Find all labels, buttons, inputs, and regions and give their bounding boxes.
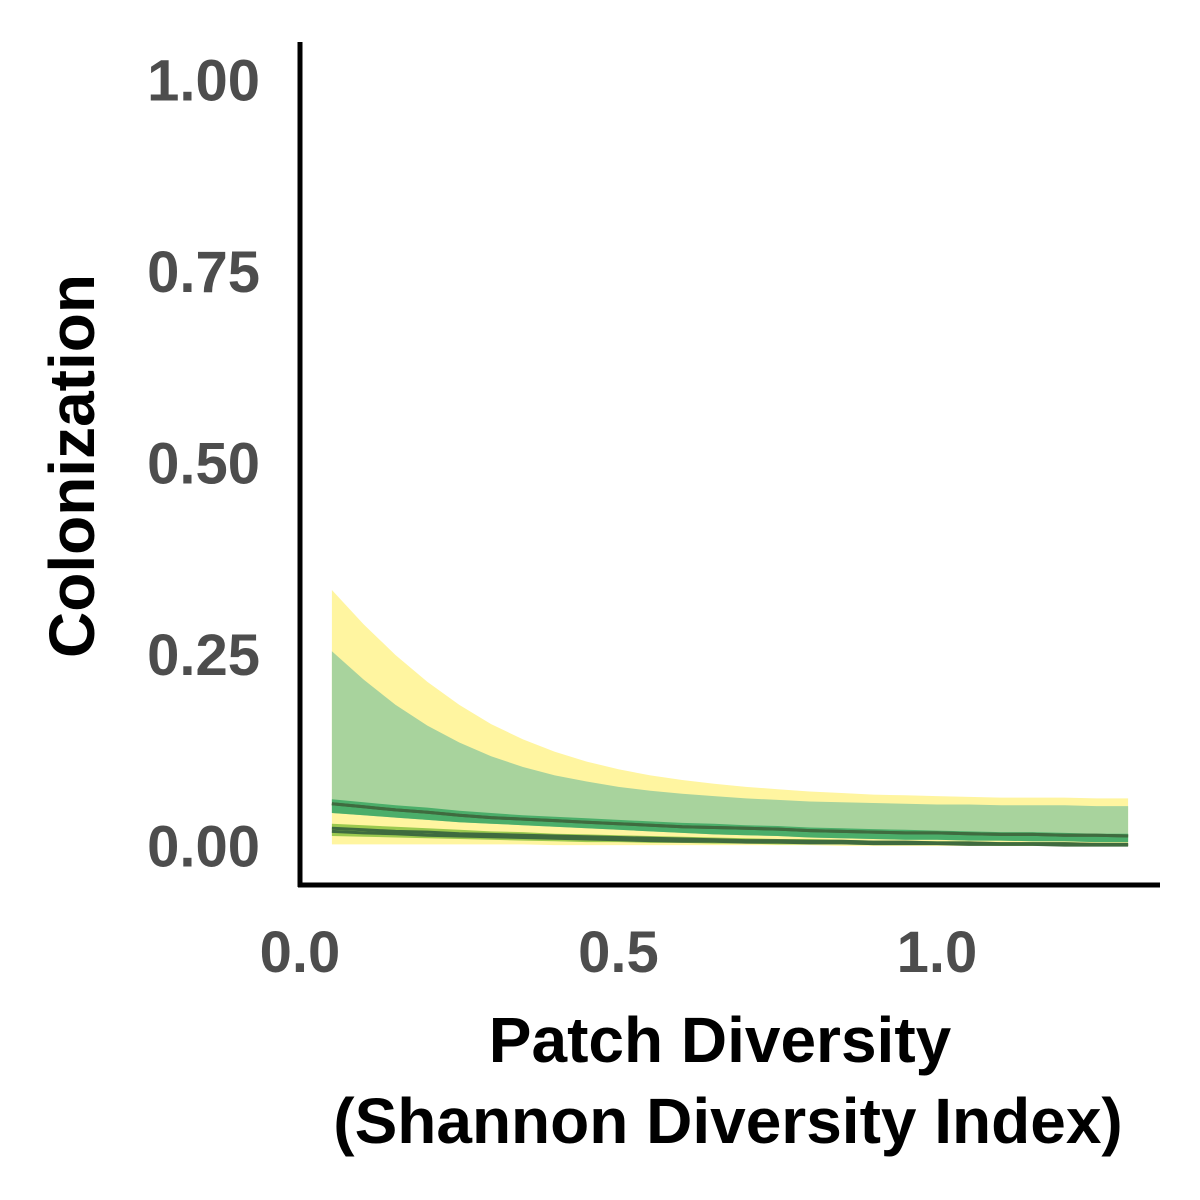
confidence-bands [331, 590, 1129, 846]
y-tick-label: 0.75 [147, 240, 260, 305]
fit-line-3 [331, 802, 1129, 838]
y-axis-title: Colonization [36, 274, 108, 658]
fit-line-4 [331, 829, 1129, 847]
y-tick-label: 0.50 [147, 432, 260, 497]
x-tick-label: 0.5 [578, 920, 659, 985]
confidence-band-4 [331, 823, 1129, 846]
fit-lines [331, 802, 1129, 847]
y-tick-label: 1.00 [147, 48, 260, 113]
confidence-band-2 [331, 651, 1129, 843]
x-axis-title-line1: Patch Diversity [489, 1004, 952, 1076]
y-tick-labels: 0.00 0.25 0.50 0.75 1.00 [147, 48, 260, 879]
x-tick-label: 1.0 [897, 920, 978, 985]
confidence-band-3 [331, 799, 1129, 843]
y-tick-label: 0.00 [147, 815, 260, 880]
x-tick-labels: 0.0 0.5 1.0 [260, 920, 978, 985]
y-tick-label: 0.25 [147, 623, 260, 688]
x-tick-label: 0.0 [260, 920, 341, 985]
x-axis-title-line2: (Shannon Diversity Index) [333, 1085, 1122, 1157]
